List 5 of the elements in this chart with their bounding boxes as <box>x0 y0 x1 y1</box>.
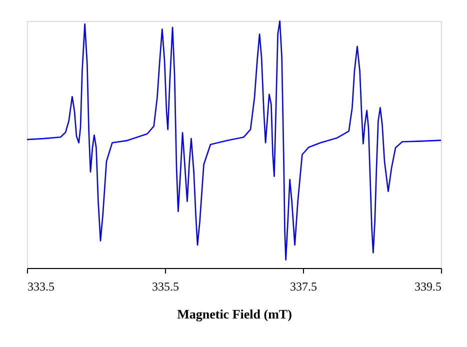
x-tick-label: 333.5 <box>28 280 54 294</box>
x-tick-label: 337.5 <box>290 280 317 294</box>
x-tick-label: 339.5 <box>414 280 442 294</box>
x-axis-title: Magnetic Field (mT) <box>177 306 292 322</box>
x-tick-label: 335.5 <box>152 280 179 294</box>
